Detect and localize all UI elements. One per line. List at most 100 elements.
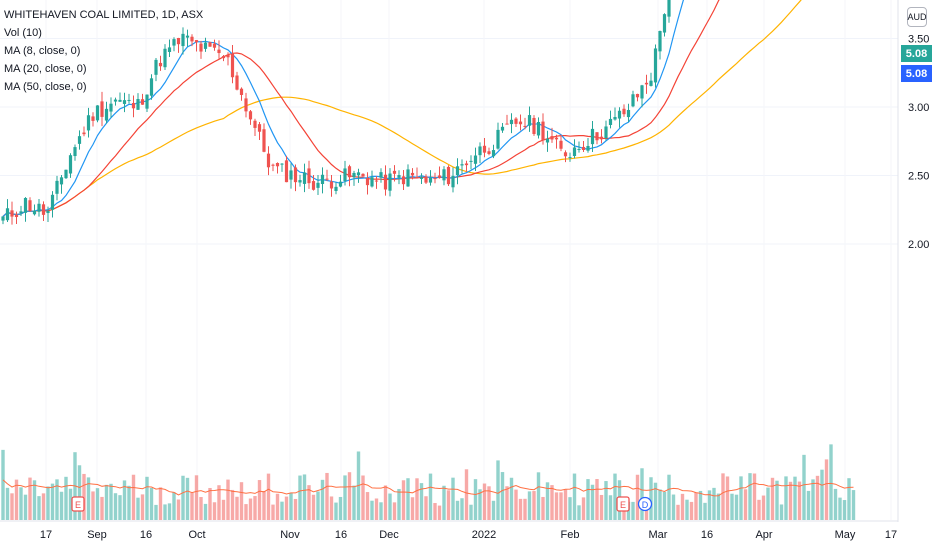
grid	[0, 38, 898, 245]
candle-body	[325, 178, 329, 180]
candle-body	[554, 137, 559, 140]
candle-body	[581, 146, 586, 150]
volume-bar	[685, 499, 689, 520]
volume-bar	[667, 474, 671, 520]
volume-bar	[446, 490, 451, 520]
legend-ma20[interactable]: MA (20, close, 0)	[4, 63, 87, 75]
legend: WHITEHAVEN COAL LIMITED, 1D, ASX Vol (10…	[4, 6, 203, 96]
candle-body	[410, 172, 415, 176]
volume-bar	[136, 497, 140, 520]
legend-symbol[interactable]: WHITEHAVEN COAL LIMITED, 1D, ASX	[4, 9, 204, 21]
volume-bar	[235, 496, 239, 520]
volume-bar	[199, 497, 203, 520]
volume-bar	[739, 476, 743, 520]
x-axis: 17 Sep 16 Oct Nov 16 Dec 2022 Feb Mar 16 Apr May 17	[0, 520, 898, 541]
volume-bar	[433, 503, 437, 520]
candle-body	[424, 176, 428, 183]
volume-bar	[721, 473, 725, 520]
candle-body	[230, 53, 235, 78]
volume-bar	[730, 493, 734, 520]
volume-bar	[167, 503, 172, 520]
volume-bar	[338, 496, 343, 520]
volume-bar	[343, 475, 347, 520]
volume-bar	[50, 483, 55, 520]
volume-bar	[86, 477, 91, 520]
volume-bar	[532, 491, 536, 520]
candle-body	[559, 140, 563, 149]
legend-ma50[interactable]: MA (50, close, 0)	[4, 81, 87, 93]
volume-bar	[757, 499, 761, 520]
candle-body	[244, 98, 248, 112]
volume-bar	[469, 504, 473, 520]
volume-bar	[635, 474, 640, 520]
volume-bar	[374, 498, 379, 520]
x-tick-label: Apr	[755, 529, 772, 541]
volume-bar	[694, 492, 698, 520]
volume-bar	[244, 504, 248, 520]
candle-body	[320, 174, 325, 185]
y-tick-label: 2.50	[908, 171, 929, 183]
candle-body	[406, 169, 410, 187]
candle-body	[172, 39, 176, 46]
candle-body	[271, 164, 275, 166]
volume-bar	[811, 479, 815, 520]
candle-body	[635, 93, 640, 98]
volume-bar	[613, 473, 617, 520]
candle-body	[275, 162, 280, 167]
volume-bar	[779, 504, 784, 520]
candle-body	[370, 177, 374, 187]
candle-body	[617, 110, 622, 119]
candle-body	[356, 172, 361, 176]
legend-volume[interactable]: Vol (10)	[4, 27, 42, 39]
candle-body	[19, 211, 23, 214]
volume-bar	[163, 504, 167, 520]
volume-bar	[428, 473, 433, 520]
candle-body	[599, 136, 604, 140]
volume-bar	[82, 473, 86, 520]
volume-ma-path	[2, 479, 854, 497]
candle-body	[532, 117, 536, 134]
candle-body	[568, 157, 572, 159]
volume-bar	[595, 479, 599, 520]
volume-bar	[563, 489, 568, 520]
x-tick-label: 16	[335, 529, 347, 541]
volume-bar	[46, 486, 50, 520]
candle-body	[383, 174, 388, 190]
legend-ma8[interactable]: MA (8, close, 0)	[4, 45, 81, 57]
candle-body	[37, 203, 41, 212]
volume-bar	[226, 479, 230, 520]
candle-body	[631, 94, 635, 107]
volume-bars	[1, 444, 856, 520]
volume-bar	[478, 489, 482, 520]
candle-body	[590, 128, 595, 145]
candle-body	[176, 37, 181, 45]
volume-bar	[64, 476, 68, 520]
volume-bar	[253, 496, 257, 520]
volume-bar	[847, 478, 851, 520]
y-tick-label: 3.50	[908, 34, 929, 46]
y-tick-label: 2.00	[908, 239, 929, 251]
volume-bar	[770, 477, 775, 520]
candle-body	[662, 14, 667, 33]
volume-bar	[59, 491, 64, 520]
volume-bar	[5, 487, 10, 520]
candle-body	[248, 111, 253, 120]
event-marker-label: D	[642, 500, 649, 510]
volume-bar	[289, 492, 293, 520]
candle-body	[613, 116, 617, 120]
currency-button[interactable]: AUD	[907, 7, 927, 27]
volume-bar	[545, 482, 550, 520]
volume-bar	[77, 465, 82, 520]
volume-bar	[514, 489, 518, 520]
volume-bar	[824, 459, 829, 520]
candle-body	[514, 118, 518, 124]
volume-bar	[653, 482, 658, 520]
candle-body	[509, 119, 514, 125]
candle-body	[586, 146, 590, 151]
volume-bar	[131, 474, 136, 520]
volume-bar	[370, 500, 374, 520]
candle-body	[316, 182, 320, 188]
volume-bar	[766, 487, 770, 520]
volume-bar	[392, 502, 397, 520]
